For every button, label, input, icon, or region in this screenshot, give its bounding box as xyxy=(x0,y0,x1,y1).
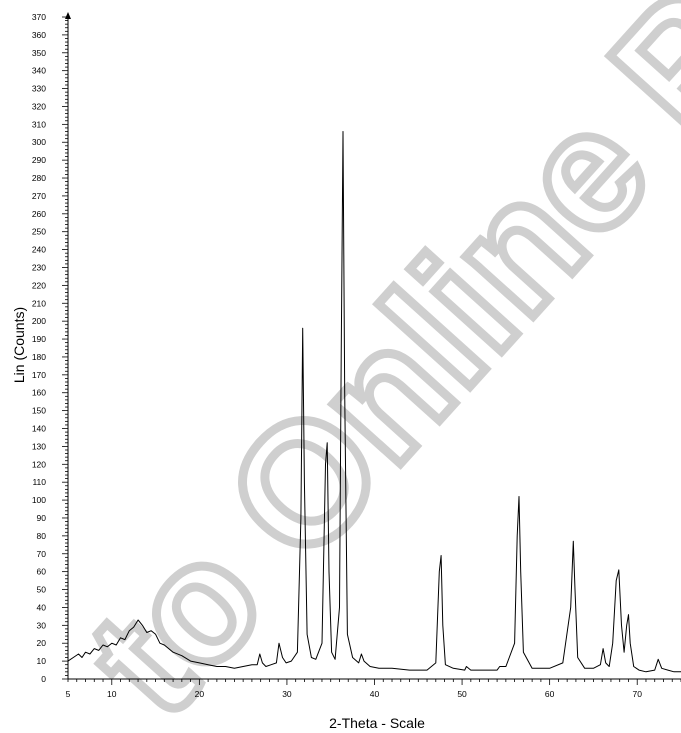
y-tick-label: 90 xyxy=(37,513,47,523)
y-tick-label: 100 xyxy=(32,495,46,505)
y-tick-label: 70 xyxy=(37,549,47,559)
plot-area: 0 10 20 30 40 50 60 70 80 90 100 110 120 130 140 150 160… xyxy=(32,12,681,699)
y-tick-label: 350 xyxy=(32,48,46,58)
x-tick-label: 5 xyxy=(66,689,71,699)
y-tick-label: 80 xyxy=(37,531,47,541)
x-tick-label: 20 xyxy=(195,689,205,699)
diffraction-series-line xyxy=(67,131,681,673)
y-tick-label: 30 xyxy=(37,620,47,630)
y-tick-label: 130 xyxy=(32,441,46,451)
y-tick-label: 120 xyxy=(32,459,46,469)
x-axis-title: 2-Theta - Scale xyxy=(329,715,425,731)
x-tick-label: 40 xyxy=(370,689,380,699)
y-axis-title: Lin (Counts) xyxy=(11,307,27,383)
y-tick-label: 20 xyxy=(37,638,47,648)
y-tick-label: 200 xyxy=(32,316,46,326)
y-tick-label: 270 xyxy=(32,191,46,201)
y-tick-label: 280 xyxy=(32,173,46,183)
x-tick-label: 50 xyxy=(457,689,467,699)
y-tick-label: 370 xyxy=(32,12,46,22)
x-tick-label: 10 xyxy=(107,689,117,699)
y-tick-label: 190 xyxy=(32,334,46,344)
y-tick-label: 110 xyxy=(32,477,46,487)
y-tick-label: 0 xyxy=(41,674,46,684)
y-tick-label: 330 xyxy=(32,84,46,94)
y-tick-label: 290 xyxy=(32,155,46,165)
x-tick-label: 30 xyxy=(282,689,292,699)
y-tick-label: 140 xyxy=(32,424,46,434)
x-tick-label: 70 xyxy=(632,689,642,699)
y-tick-label: 320 xyxy=(32,101,46,111)
x-tick-label: 60 xyxy=(545,689,555,699)
y-tick-label: 250 xyxy=(32,227,46,237)
watermark: to Online Pu xyxy=(51,0,681,733)
y-tick-label: 60 xyxy=(37,567,47,577)
y-tick-label: 180 xyxy=(32,352,46,362)
y-tick-label: 160 xyxy=(32,388,46,398)
y-tick-label: 150 xyxy=(32,406,46,416)
y-tick-label: 340 xyxy=(32,66,46,76)
y-tick-label: 240 xyxy=(32,245,46,255)
y-tick-label: 310 xyxy=(32,119,46,129)
y-tick-label: 40 xyxy=(37,602,47,612)
y-axis-arrow xyxy=(65,12,71,19)
y-tick-label: 210 xyxy=(32,298,46,308)
y-tick-label: 230 xyxy=(32,262,46,272)
y-tick-label: 50 xyxy=(37,585,47,595)
y-tick-label: 300 xyxy=(32,137,46,147)
y-tick-label: 170 xyxy=(32,370,46,380)
y-tick-label: 360 xyxy=(32,30,46,40)
y-tick-label: 260 xyxy=(32,209,46,219)
y-tick-label: 220 xyxy=(32,280,46,290)
y-tick-label: 10 xyxy=(37,656,47,666)
